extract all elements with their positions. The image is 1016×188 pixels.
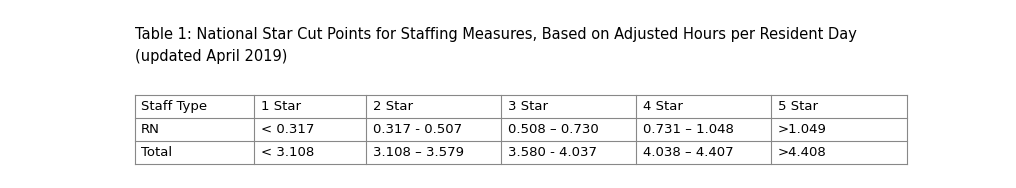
Text: >1.049: >1.049 [778, 123, 827, 136]
Text: 3.108 – 3.579: 3.108 – 3.579 [373, 146, 463, 159]
Bar [367, 118, 502, 141]
Bar [771, 95, 906, 118]
Bar [771, 141, 906, 164]
Bar [367, 141, 502, 164]
Bar [636, 118, 771, 141]
Text: < 3.108: < 3.108 [261, 146, 314, 159]
Text: 1 Star: 1 Star [261, 100, 301, 113]
Text: 4.038 – 4.407: 4.038 – 4.407 [643, 146, 734, 159]
Text: 5 Star: 5 Star [778, 100, 818, 113]
Text: Table 1: National Star Cut Points for Staffing Measures, Based on Adjusted Hours: Table 1: National Star Cut Points for St… [135, 27, 856, 64]
Bar [771, 118, 906, 141]
Text: >4.408: >4.408 [778, 146, 827, 159]
Bar [254, 141, 367, 164]
Bar [254, 118, 367, 141]
Bar [502, 141, 636, 164]
Text: 4 Star: 4 Star [643, 100, 683, 113]
Bar [636, 95, 771, 118]
Text: RN: RN [141, 123, 161, 136]
Text: Staff Type: Staff Type [141, 100, 207, 113]
Bar [636, 141, 771, 164]
Bar [502, 95, 636, 118]
Bar [254, 95, 367, 118]
Text: 2 Star: 2 Star [373, 100, 412, 113]
Bar [135, 141, 254, 164]
Text: < 0.317: < 0.317 [261, 123, 314, 136]
Bar [502, 118, 636, 141]
Text: 0.317 - 0.507: 0.317 - 0.507 [373, 123, 462, 136]
Text: 0.731 – 1.048: 0.731 – 1.048 [643, 123, 734, 136]
Text: 3 Star: 3 Star [508, 100, 548, 113]
Text: 3.580 - 4.037: 3.580 - 4.037 [508, 146, 596, 159]
Bar [135, 118, 254, 141]
Bar [135, 95, 254, 118]
Text: 0.508 – 0.730: 0.508 – 0.730 [508, 123, 598, 136]
Text: Total: Total [141, 146, 173, 159]
Bar [367, 95, 502, 118]
